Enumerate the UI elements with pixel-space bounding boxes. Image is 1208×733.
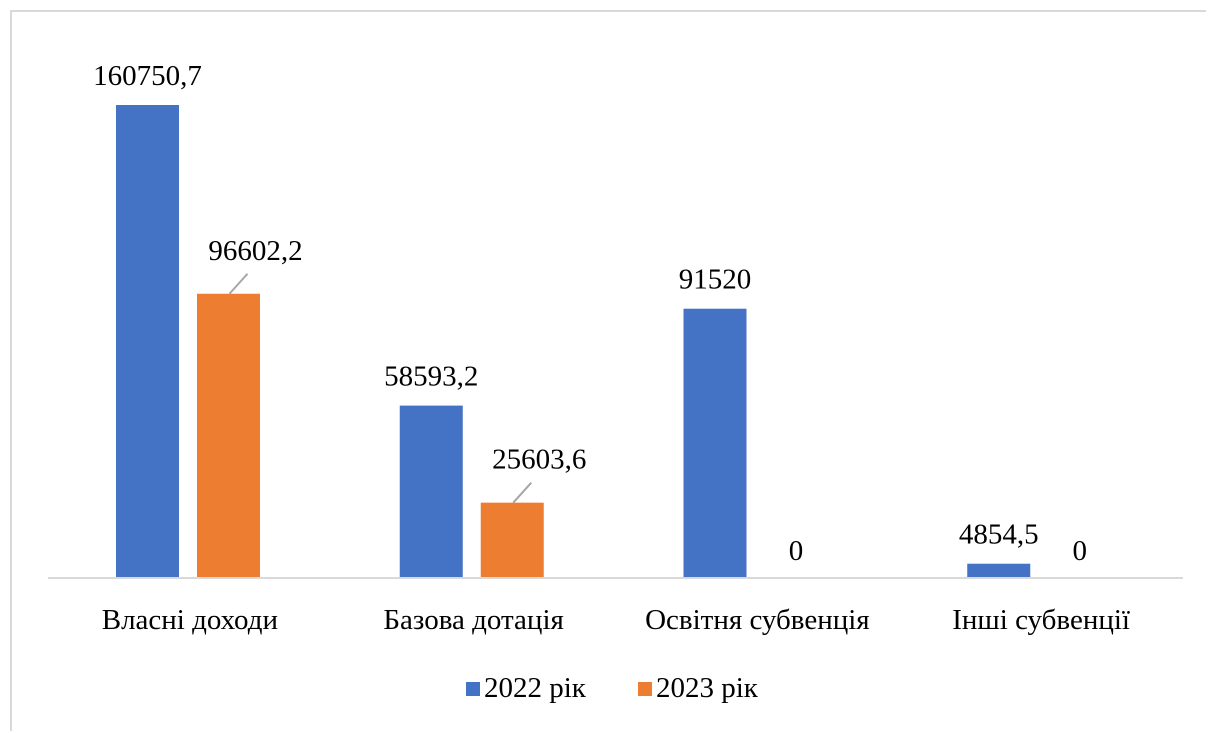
leader-line-2-2	[512, 481, 532, 504]
bar-1-2	[399, 405, 463, 578]
bar-1-4	[967, 563, 1031, 578]
bar-2-1	[197, 293, 260, 578]
category-label-4: Інші субвенції	[952, 604, 1130, 636]
data-label-1-1: 160750,7	[93, 60, 202, 92]
data-label-2-4: 0	[1073, 535, 1088, 567]
bar-2-2	[480, 502, 544, 578]
bars-group	[116, 105, 1031, 578]
category-label-1: Власні доходи	[102, 604, 278, 636]
legend: 2022 рік 2023 рік	[466, 672, 759, 704]
data-label-1-2: 58593,2	[384, 361, 478, 393]
bar-1-1	[116, 105, 179, 578]
leader-line-2-1	[228, 273, 249, 295]
data-labels-group: 160750,7 96602,2 58593,2 25603,6 91520 0 4854,…	[93, 60, 1087, 567]
legend-swatch-1	[466, 682, 480, 696]
data-label-1-3: 91520	[679, 264, 752, 296]
data-label-2-3: 0	[789, 535, 804, 567]
data-label-2-1: 96602,2	[208, 235, 302, 267]
category-label-3: Освітня субвенція	[645, 604, 870, 636]
data-label-2-2: 25603,6	[492, 444, 586, 476]
category-labels-group: Власні доходи Базова дотація Освітня субве…	[102, 604, 1130, 636]
legend-label-2: 2023 рік	[656, 672, 759, 704]
category-label-2: Базова дотація	[383, 604, 563, 636]
legend-label-1: 2022 рік	[484, 672, 587, 704]
bar-1-3	[683, 308, 747, 578]
leader-lines-group	[228, 273, 532, 504]
legend-swatch-2	[638, 682, 652, 696]
data-label-1-4: 4854,5	[959, 519, 1039, 551]
